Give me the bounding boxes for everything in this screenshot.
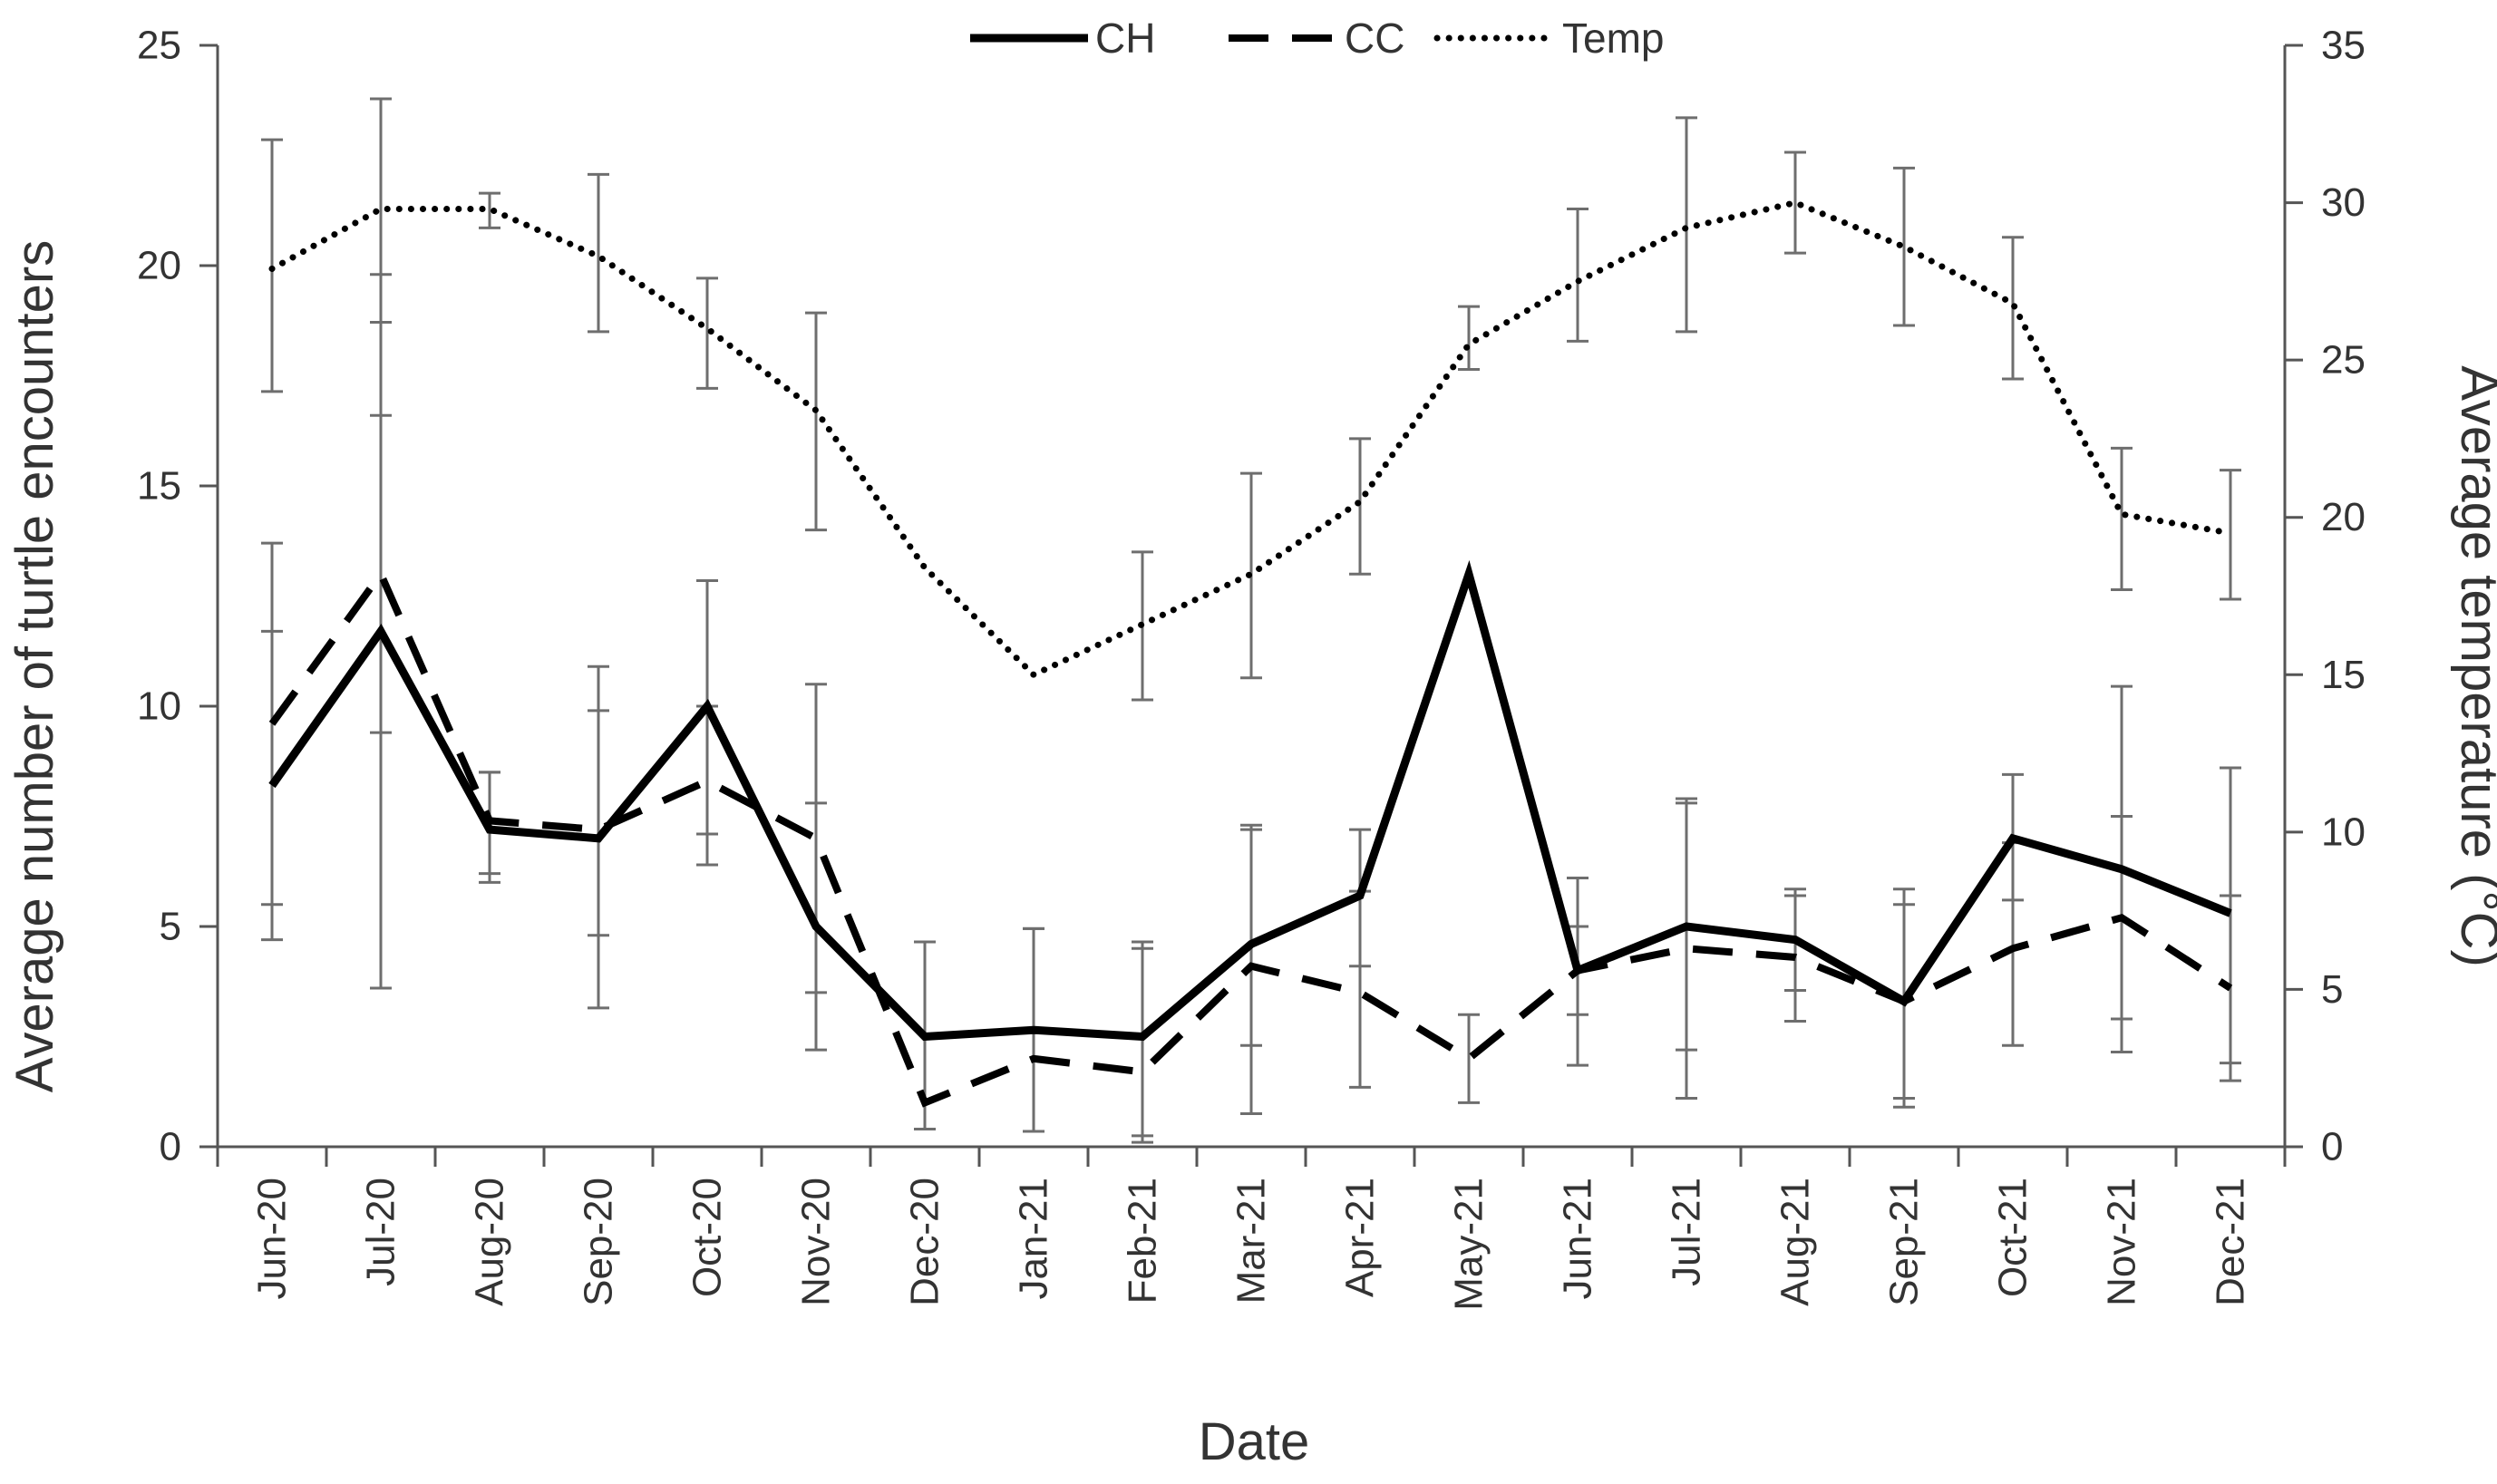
x-tick-label: Apr-21 xyxy=(1338,1178,1383,1297)
error-bar-temp xyxy=(1349,437,1371,576)
error-bar-temp xyxy=(1676,116,1697,334)
x-tick-label: Jul-20 xyxy=(359,1178,403,1286)
x-tick-label: Dec-21 xyxy=(2209,1178,2253,1306)
y-axis-right-title: Average temperature (°C) xyxy=(2450,365,2497,967)
x-tick-label: Sep-21 xyxy=(1882,1178,1927,1306)
y-left-tick-label: 15 xyxy=(137,464,181,509)
error-bar-temp xyxy=(696,276,718,390)
legend-item-cc: CC xyxy=(1229,15,1404,62)
x-tick-label: Oct-20 xyxy=(685,1178,730,1297)
y-left-tick-label: 5 xyxy=(160,905,181,949)
y-right-tick-label: 20 xyxy=(2321,495,2366,539)
y-right-tick-label: 10 xyxy=(2321,810,2366,854)
error-bar-cc xyxy=(1240,828,1262,1047)
x-tick-label: Nov-21 xyxy=(2100,1178,2144,1306)
legend-item-ch: CH xyxy=(970,15,1155,62)
y-right-tick-label: 30 xyxy=(2321,180,2366,225)
error-bar-cc xyxy=(1349,889,1371,1089)
y-left-tick-label: 25 xyxy=(137,24,181,68)
error-bar-temp xyxy=(2220,469,2241,601)
error-bar-temp xyxy=(479,191,500,229)
x-tick-label: Aug-21 xyxy=(1773,1178,1818,1306)
x-tick-label: Jul-21 xyxy=(1665,1178,1709,1286)
error-bar-cc xyxy=(2220,894,2241,1082)
x-tick-label: Aug-20 xyxy=(468,1178,512,1306)
y-left-tick-label: 0 xyxy=(160,1125,181,1169)
x-tick-label: Dec-20 xyxy=(903,1178,947,1306)
error-bar-cc xyxy=(588,664,609,937)
x-tick-label: May-21 xyxy=(1447,1178,1491,1311)
error-bar-cc xyxy=(1676,797,1697,1101)
error-bar-temp xyxy=(1784,150,1806,255)
error-bar-cc xyxy=(805,683,827,994)
error-bar-cc xyxy=(1132,946,1153,1144)
x-tick-label: Jun-20 xyxy=(250,1178,295,1300)
legend: CH CC Temp xyxy=(970,15,1664,62)
legend-label: CH xyxy=(1095,15,1155,62)
y-left-tick-label: 10 xyxy=(137,684,181,729)
error-bar-cc xyxy=(1458,1013,1480,1104)
x-tick-label: Sep-20 xyxy=(577,1178,621,1306)
error-bar-temp xyxy=(1567,208,1589,343)
error-bar-temp xyxy=(1893,166,1915,327)
x-tick-label: Jun-21 xyxy=(1556,1178,1600,1300)
x-axis-title: Date xyxy=(1199,1412,1310,1471)
legend-item-temp: Temp xyxy=(1433,15,1664,62)
x-tick-label: Feb-21 xyxy=(1121,1178,1165,1304)
x-tick-label: Jan-21 xyxy=(1012,1178,1056,1300)
x-tick-label: Oct-21 xyxy=(1991,1178,2035,1297)
y-right-tick-label: 0 xyxy=(2321,1125,2343,1169)
legend-label: Temp xyxy=(1562,15,1664,62)
error-bar-cc xyxy=(261,541,283,907)
y-axis-left-title: Average number of turtle encounters xyxy=(5,240,64,1092)
axes: Jun-20 Jul-20 Aug-20 Sep-20 Oct-20 Nov-20 Dec-… xyxy=(137,24,2366,1311)
error-bar-temp xyxy=(370,97,392,324)
y-left-tick-label: 20 xyxy=(137,244,181,288)
error-bar-temp xyxy=(1458,305,1480,372)
series-line-temp xyxy=(268,199,2234,679)
y-right-tick-label: 5 xyxy=(2321,967,2343,1012)
error-bar-cc xyxy=(370,413,392,734)
x-tick-label: Mar-21 xyxy=(1229,1178,1274,1304)
error-bar-temp xyxy=(805,311,827,532)
series-lines xyxy=(268,199,2234,1108)
error-bar-temp xyxy=(2111,446,2133,592)
y-right-tick-label: 25 xyxy=(2321,338,2366,383)
y-right-tick-label: 15 xyxy=(2321,653,2366,697)
y-right-tick-label: 35 xyxy=(2321,24,2366,68)
legend-label: CC xyxy=(1345,15,1404,62)
error-bar-temp xyxy=(588,172,609,334)
x-tick-label: Nov-20 xyxy=(794,1178,839,1306)
series-line-cc xyxy=(268,567,2233,1108)
